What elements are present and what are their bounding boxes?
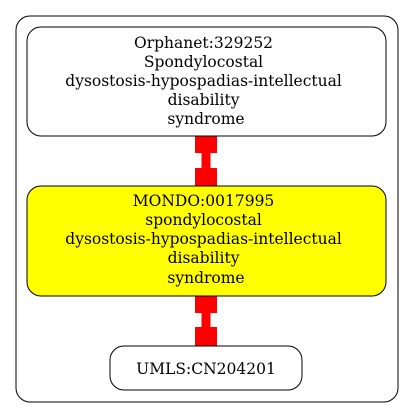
node-label: Orphanet:329252 Spondylocostal dysostosi… [65,34,346,128]
node-label-line: UMLS:CN204201 [136,360,276,378]
node-label-line: Spondylocostal [144,53,263,71]
node-label-line: dysostosis-hypospadias-intellectual [65,230,342,248]
node-box [26,185,387,297]
node-label-line: Orphanet:329252 [134,34,273,52]
edge-arrowhead-end [195,168,217,190]
node-box [109,345,303,391]
edge-mondo-umls [195,291,217,349]
cluster-boundary [15,15,399,403]
node-label-line: disability [168,249,240,267]
node-box [26,26,387,137]
node-label-line: dysostosis-hypospadias-intellectual [65,72,342,90]
node-label-line: MONDO:0017995 [133,192,275,210]
node-orphanet[interactable]: Orphanet:329252 Spondylocostal dysostosi… [26,26,387,137]
node-label-line: spondylocostal [145,211,262,229]
node-label-line: syndrome [167,110,244,128]
edge-orphanet-mondo [195,131,217,190]
node-umls[interactable]: UMLS:CN204201 [109,345,303,391]
node-label-line: disability [168,91,240,109]
node-label-line: syndrome [167,269,244,287]
node-label: UMLS:CN204201 [136,360,276,378]
node-mondo[interactable]: MONDO:0017995 spondylocostal dysostosis-… [26,185,387,297]
node-label: MONDO:0017995 spondylocostal dysostosis-… [65,192,346,287]
edge-arrowhead-end [195,327,217,349]
